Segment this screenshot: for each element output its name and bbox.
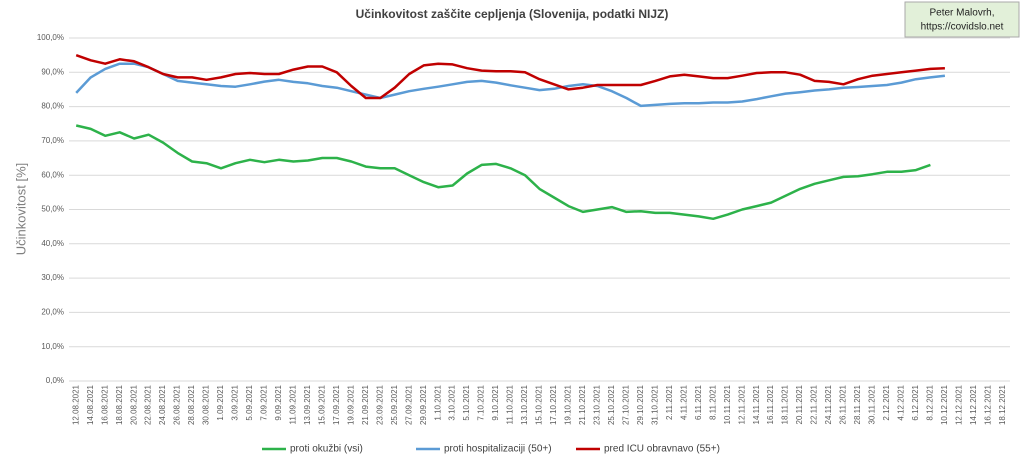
- x-tick-label: 24.11.2021: [824, 384, 833, 424]
- y-tick-label: 90,0%: [41, 67, 64, 76]
- x-tick-label: 16.12.2021: [983, 384, 992, 425]
- y-tick-label: 10,0%: [41, 342, 64, 351]
- y-tick-label: 20,0%: [41, 308, 64, 317]
- chart-title: Učinkovitost zaščite cepljenja (Slovenij…: [356, 7, 669, 21]
- y-axis-label: Učinkovitost [%]: [13, 163, 28, 255]
- x-tick-label: 11.09.2021: [289, 384, 298, 424]
- x-tick-label: 17.09.2021: [332, 384, 341, 425]
- x-tick-label: 19.09.2021: [346, 384, 355, 425]
- y-tick-label: 30,0%: [41, 273, 64, 282]
- x-tick-label: 10.11.2021: [723, 384, 732, 424]
- y-tick-label: 70,0%: [41, 136, 64, 145]
- x-tick-label: 15.09.2021: [317, 384, 326, 425]
- y-tick-label: 60,0%: [41, 170, 64, 179]
- x-tick-label: 7.09.2021: [260, 384, 269, 420]
- x-tick-label: 16.11.2021: [766, 384, 775, 424]
- x-tick-label: 13.10.2021: [520, 384, 529, 425]
- y-tick-label: 0,0%: [46, 376, 64, 385]
- x-tick-label: 29.09.2021: [419, 384, 428, 425]
- x-tick-label: 1.10.2021: [433, 384, 442, 420]
- x-tick-label: 9.09.2021: [274, 384, 283, 420]
- x-tick-label: 3.10.2021: [448, 384, 457, 420]
- y-tick-label: 80,0%: [41, 102, 64, 111]
- x-tick-label: 13.09.2021: [303, 384, 312, 425]
- x-tick-label: 2.12.2021: [882, 384, 891, 420]
- x-tick-label: 4.12.2021: [897, 384, 906, 420]
- x-tick-label: 14.08.2021: [86, 384, 95, 425]
- x-tick-label: 8.12.2021: [925, 384, 934, 420]
- x-tick-label: 6.11.2021: [694, 384, 703, 420]
- x-tick-label: 30.11.2021: [868, 384, 877, 424]
- x-tick-label: 12.12.2021: [954, 384, 963, 425]
- x-tick-label: 10.12.2021: [940, 384, 949, 425]
- x-tick-label: 9.10.2021: [491, 384, 500, 420]
- x-tick-label: 27.09.2021: [404, 384, 413, 425]
- x-tick-label: 25.10.2021: [607, 384, 616, 425]
- x-tick-label: 14.12.2021: [969, 384, 978, 425]
- y-tick-label: 40,0%: [41, 239, 64, 248]
- x-tick-label: 11.10.2021: [506, 384, 515, 424]
- x-tick-label: 6.12.2021: [911, 384, 920, 420]
- x-tick-label: 12.08.2021: [71, 384, 80, 425]
- x-tick-label: 23.09.2021: [375, 384, 384, 425]
- annotation: https://covidslo.net: [921, 22, 1004, 33]
- x-tick-label: 21.09.2021: [361, 384, 370, 425]
- y-tick-label: 50,0%: [41, 205, 64, 214]
- annotation-box: [904, 1, 1020, 38]
- x-tick-label: 2.11.2021: [665, 384, 674, 420]
- line: [75, 124, 931, 221]
- y-tick-label: 100,0%: [37, 33, 64, 42]
- legend-label: pred ICU obravnavo (55+): [604, 444, 720, 455]
- x-tick-label: 20.08.2021: [129, 384, 138, 425]
- x-tick-label: 22.08.2021: [144, 384, 153, 425]
- x-tick-label: 29.10.2021: [636, 384, 645, 425]
- x-tick-label: 17.10.2021: [549, 384, 558, 425]
- x-tick-label: 14.11.2021: [752, 384, 761, 424]
- x-tick-label: 5.10.2021: [462, 384, 471, 420]
- x-tick-label: 8.11.2021: [708, 384, 717, 420]
- line: [75, 62, 946, 108]
- x-tick-label: 18.08.2021: [115, 384, 124, 425]
- x-tick-label: 7.10.2021: [477, 384, 486, 420]
- x-tick-label: 18.11.2021: [781, 384, 790, 424]
- x-tick-label: 26.11.2021: [839, 384, 848, 424]
- legend-label: proti okužbi (vsi): [290, 444, 363, 455]
- x-tick-label: 20.11.2021: [795, 384, 804, 424]
- x-tick-label: 30.08.2021: [202, 384, 211, 425]
- x-tick-label: 18.12.2021: [998, 384, 1007, 425]
- x-tick-label: 21.10.2021: [578, 384, 587, 425]
- x-tick-label: 3.09.2021: [231, 384, 240, 420]
- legend-label: proti hospitalizaciji (50+): [444, 444, 552, 455]
- x-tick-label: 19.10.2021: [564, 384, 573, 425]
- x-tick-label: 28.11.2021: [853, 384, 862, 424]
- x-tick-label: 4.11.2021: [679, 384, 688, 420]
- x-tick-label: 22.11.2021: [810, 384, 819, 424]
- line: [75, 54, 945, 100]
- annotation: Peter Malovrh,: [929, 8, 994, 19]
- x-tick-label: 15.10.2021: [535, 384, 544, 425]
- x-tick-label: 26.08.2021: [173, 384, 182, 425]
- x-tick-label: 27.10.2021: [621, 384, 630, 425]
- x-tick-label: 12.11.2021: [737, 384, 746, 424]
- x-tick-label: 1.09.2021: [216, 384, 225, 420]
- x-tick-label: 31.10.2021: [650, 384, 659, 425]
- x-tick-label: 5.09.2021: [245, 384, 254, 420]
- x-tick-label: 24.08.2021: [158, 384, 167, 425]
- x-tick-label: 23.10.2021: [593, 384, 602, 425]
- x-tick-label: 16.08.2021: [100, 384, 109, 425]
- x-tick-label: 25.09.2021: [390, 384, 399, 425]
- x-tick-label: 28.08.2021: [187, 384, 196, 425]
